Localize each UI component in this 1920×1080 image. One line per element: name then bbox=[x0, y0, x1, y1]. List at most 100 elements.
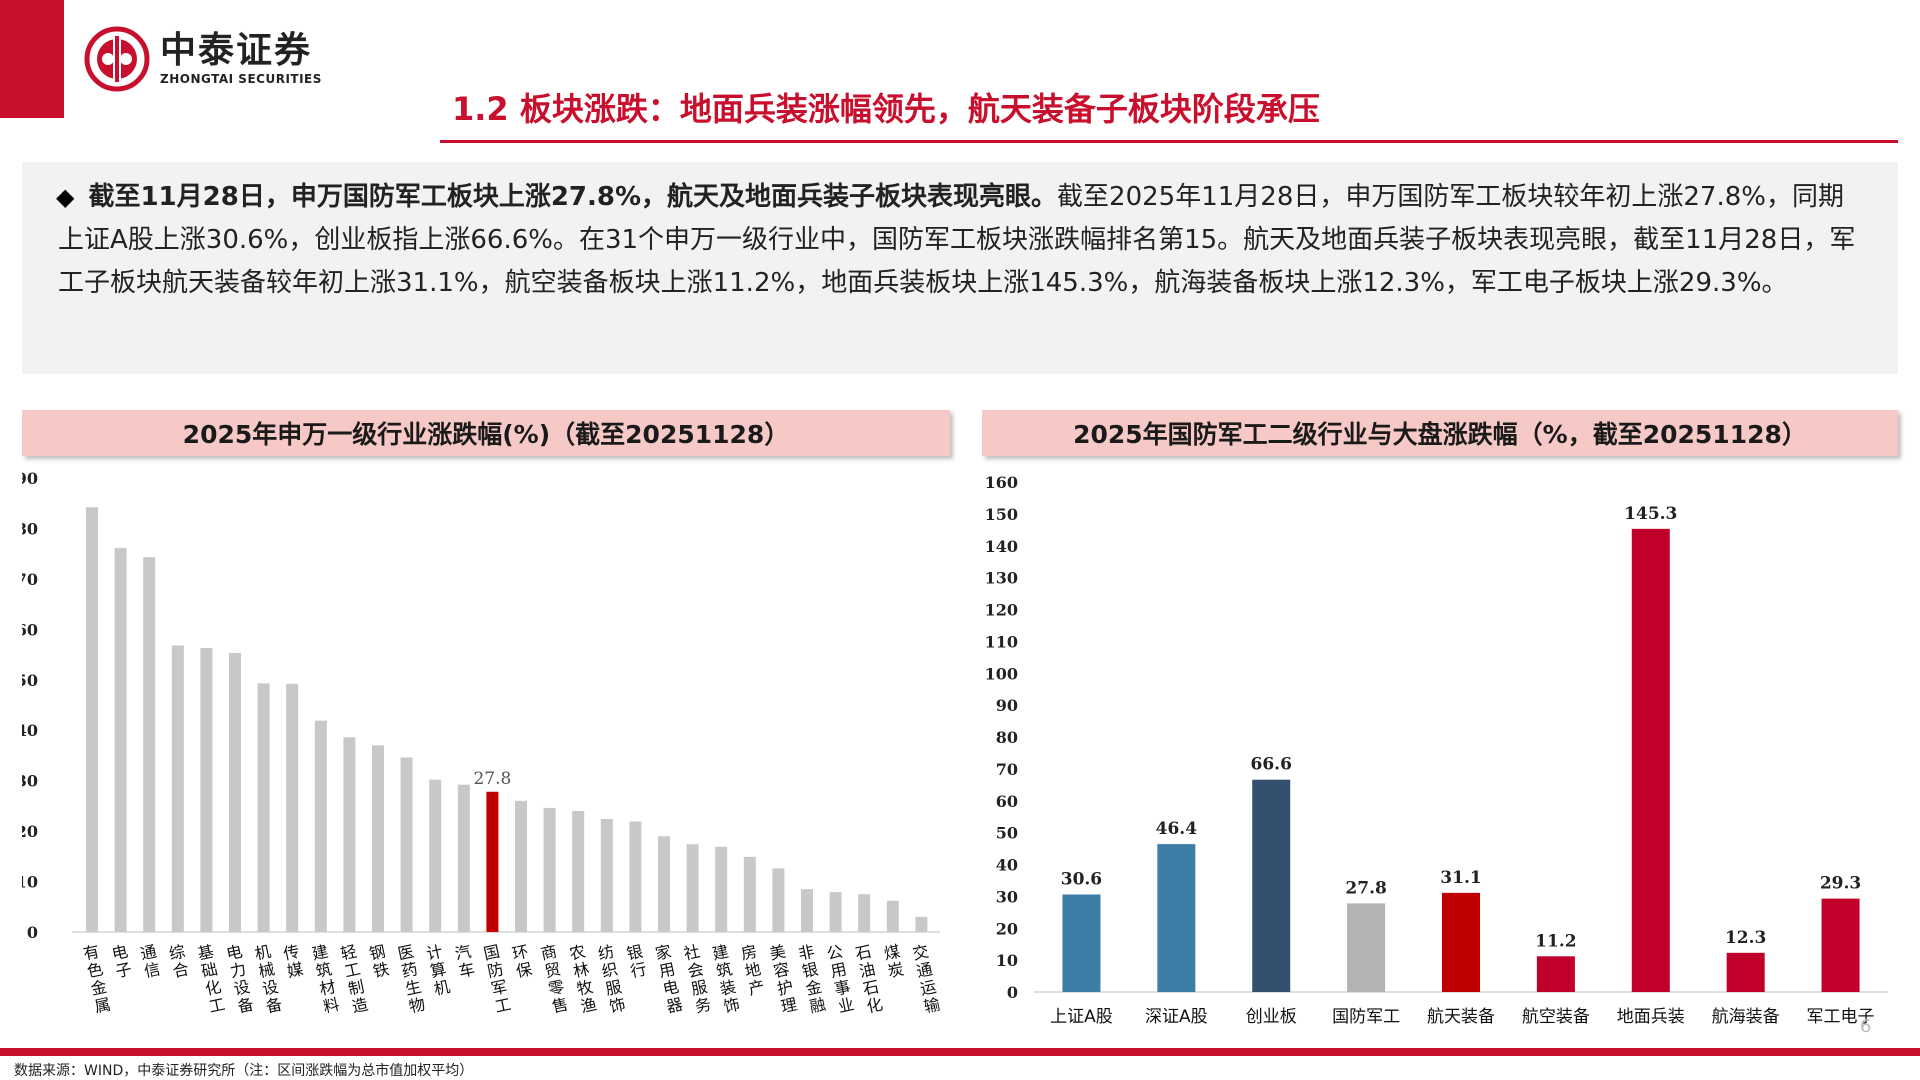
x-category-label: 基础化工 bbox=[196, 942, 227, 1017]
bar bbox=[143, 557, 156, 932]
y-tick-label: 140 bbox=[985, 537, 1018, 556]
logo-chinese-name: 中泰证券 bbox=[160, 30, 313, 71]
bar bbox=[86, 507, 98, 932]
y-tick-label: 10 bbox=[22, 873, 38, 892]
y-tick-label: 130 bbox=[985, 569, 1018, 588]
y-tick-label: 150 bbox=[985, 505, 1018, 524]
bar bbox=[457, 784, 470, 932]
bar-data-label: 27.8 bbox=[1345, 878, 1386, 898]
y-tick-label: 20 bbox=[22, 822, 38, 841]
bar bbox=[858, 894, 871, 932]
y-tick-label: 100 bbox=[985, 664, 1018, 683]
bar bbox=[886, 900, 899, 932]
bar-data-label: 46.4 bbox=[1156, 819, 1198, 839]
x-category-label: 非银金融 bbox=[796, 942, 827, 1017]
summary-paragraph: ◆ 截至11月28日，申万国防军工板块上涨27.8%，航天及地面兵装子板块表现亮眼… bbox=[56, 176, 1868, 305]
bar bbox=[114, 548, 127, 932]
y-tick-label: 60 bbox=[996, 792, 1018, 811]
x-category-label: 家用电器 bbox=[653, 942, 684, 1017]
bar bbox=[1347, 903, 1386, 992]
x-category-label: 电子 bbox=[110, 942, 133, 982]
bar bbox=[1157, 844, 1196, 992]
x-category-label: 电力设备 bbox=[224, 942, 255, 1017]
y-tick-label: 110 bbox=[985, 632, 1018, 651]
x-category-label: 创业板 bbox=[1246, 1007, 1297, 1027]
logo-english-name: ZHONGTAI SECURITIES bbox=[160, 72, 322, 86]
bar bbox=[715, 846, 728, 932]
x-category-label: 房地产 bbox=[739, 942, 766, 999]
x-category-label: 航天装备 bbox=[1427, 1007, 1495, 1027]
x-category-label: 交通运输 bbox=[911, 942, 942, 1017]
footer-accent-band bbox=[0, 1048, 1920, 1056]
bar bbox=[200, 647, 213, 932]
bar-data-label: 12.3 bbox=[1725, 928, 1766, 948]
x-category-label: 轻工制造 bbox=[339, 942, 370, 1017]
bar bbox=[600, 819, 613, 932]
x-category-label: 建筑装饰 bbox=[711, 942, 742, 1017]
bar bbox=[543, 807, 556, 932]
right-chart-title: 2025年国防军工二级行业与大盘涨跌幅（%，截至20251128） bbox=[982, 410, 1898, 456]
bar-data-label: 66.6 bbox=[1251, 755, 1292, 775]
x-category-label: 上证A股 bbox=[1050, 1007, 1113, 1027]
bar bbox=[629, 821, 642, 932]
company-logo: 中泰证券 ZHONGTAI SECURITIES bbox=[84, 26, 322, 92]
y-tick-label: 50 bbox=[22, 671, 38, 690]
bar bbox=[1442, 892, 1480, 992]
bar-data-label: 31.1 bbox=[1440, 868, 1481, 888]
summary-box: ◆ 截至11月28日，申万国防军工板块上涨27.8%，航天及地面兵装子板块表现亮眼… bbox=[22, 162, 1898, 374]
x-category-label: 纺织服饰 bbox=[596, 942, 627, 1017]
summary-body: 截至2025年11月28日，申万国防军工板块较年初上涨27.8%，同期上证A股上… bbox=[58, 182, 1856, 298]
bar-data-label: 145.3 bbox=[1624, 504, 1677, 524]
x-category-label: 地面兵装 bbox=[1617, 1007, 1685, 1027]
y-tick-label: 120 bbox=[985, 601, 1018, 620]
bar bbox=[829, 892, 842, 932]
bar bbox=[257, 683, 270, 932]
x-category-label: 计算机 bbox=[425, 942, 452, 999]
x-category-label: 公用事业 bbox=[825, 942, 856, 1017]
x-category-label: 汽车 bbox=[453, 942, 476, 982]
y-tick-label: 160 bbox=[985, 473, 1018, 492]
bar bbox=[1252, 779, 1291, 992]
x-category-label: 国防军工 bbox=[1332, 1007, 1400, 1027]
x-category-label: 美容护理 bbox=[768, 942, 799, 1017]
x-category-label: 军工电子 bbox=[1807, 1007, 1875, 1027]
x-category-label: 综合 bbox=[167, 942, 190, 982]
x-category-label: 深证A股 bbox=[1145, 1007, 1208, 1027]
x-category-label: 国防军工 bbox=[482, 942, 513, 1017]
x-category-label: 通信 bbox=[139, 942, 162, 982]
y-tick-label: 20 bbox=[996, 919, 1018, 938]
bar-data-label: 29.3 bbox=[1820, 874, 1861, 894]
bar bbox=[286, 683, 299, 932]
page-number: 6 bbox=[1860, 1016, 1872, 1037]
page-title: 1.2 板块涨跌：地面兵装涨幅领先，航天装备子板块阶段承压 bbox=[452, 90, 1320, 128]
bar bbox=[658, 836, 670, 932]
y-tick-label: 80 bbox=[22, 519, 38, 538]
bar-data-label: 27.8 bbox=[473, 769, 511, 789]
bar-data-label: 11.2 bbox=[1535, 931, 1576, 951]
bar bbox=[1062, 894, 1101, 992]
bar bbox=[372, 745, 384, 932]
y-tick-label: 60 bbox=[22, 620, 38, 639]
summary-bold-lead: 截至11月28日，申万国防军工板块上涨27.8%，航天及地面兵装子板块表现亮眼。 bbox=[88, 182, 1058, 212]
x-category-label: 航海装备 bbox=[1712, 1007, 1780, 1027]
y-tick-label: 50 bbox=[996, 824, 1018, 843]
bar bbox=[572, 810, 585, 932]
y-tick-label: 70 bbox=[996, 760, 1018, 779]
y-tick-label: 40 bbox=[996, 856, 1018, 875]
y-tick-label: 10 bbox=[996, 951, 1018, 970]
x-category-label: 社会服务 bbox=[682, 942, 713, 1017]
header-accent-band bbox=[0, 0, 64, 118]
title-underline bbox=[440, 140, 1898, 143]
bar bbox=[915, 916, 928, 932]
x-category-label: 银行 bbox=[625, 942, 648, 982]
x-category-label: 机械设备 bbox=[253, 942, 284, 1017]
bar bbox=[400, 757, 413, 932]
x-category-label: 环保 bbox=[510, 942, 533, 982]
defense-subsector-bar-chart: 0 10 20 30 40 50 60 70 80 90 100 110 120 130 140 150 160… bbox=[985, 473, 1888, 1027]
x-category-label: 煤炭 bbox=[882, 942, 905, 982]
left-chart-title: 2025年申万一级行业涨跌幅(%)（截至20251128） bbox=[22, 410, 950, 456]
y-tick-label: 0 bbox=[1007, 983, 1018, 1002]
x-category-label: 石油石化 bbox=[854, 942, 885, 1017]
y-tick-label: 90 bbox=[22, 469, 38, 488]
bar bbox=[429, 779, 442, 932]
